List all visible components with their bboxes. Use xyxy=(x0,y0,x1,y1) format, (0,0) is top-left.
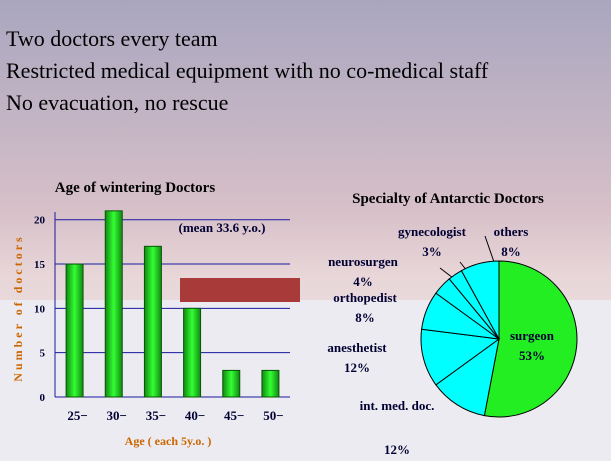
bar xyxy=(144,246,161,397)
value-label: 12% xyxy=(344,360,370,375)
x-tick-label: 25− xyxy=(67,408,87,423)
building xyxy=(180,278,300,302)
slide-line: Restricted medical equipment with no co-… xyxy=(6,58,489,83)
slice-label: gynecologist xyxy=(398,224,467,239)
x-tick-label: 35− xyxy=(146,408,166,423)
value-label: 53% xyxy=(519,348,545,363)
x-axis-label: Age ( each 5y.o. ) xyxy=(125,434,212,448)
slice-label: others xyxy=(494,224,529,239)
bar xyxy=(223,370,240,397)
slide-line: Two doctors every team xyxy=(6,26,218,51)
chart-title: Age of wintering Doctors xyxy=(55,180,216,196)
slide-line: No evacuation, no rescue xyxy=(6,90,228,115)
slide: Two doctors every team Restricted medica… xyxy=(0,0,611,461)
slice-label: orthopedist xyxy=(333,290,397,305)
x-tick-label: 45− xyxy=(224,408,244,423)
value-label: 3% xyxy=(422,244,442,259)
slice-label: anesthetist xyxy=(327,340,387,355)
y-tick-label: 20 xyxy=(34,215,46,227)
y-axis-label: Number of doctors xyxy=(11,234,25,381)
slice-label: neurosurgen xyxy=(328,254,399,269)
bar xyxy=(184,308,201,397)
value-label: 12% xyxy=(384,442,410,457)
value-label: 4% xyxy=(353,274,373,289)
value-label: 8% xyxy=(355,310,375,325)
y-tick-label: 15 xyxy=(34,259,46,271)
bar xyxy=(66,264,83,397)
annotation: (mean 33.6 y.o.) xyxy=(178,220,265,235)
slice-label: int. med. doc. xyxy=(360,398,435,413)
value-label: 8% xyxy=(501,244,521,259)
x-tick-label: 30− xyxy=(107,408,127,423)
x-tick-label: 50− xyxy=(263,408,283,423)
slice-label: surgeon xyxy=(510,328,555,343)
x-tick-label: 40− xyxy=(185,408,205,423)
y-tick-label: 10 xyxy=(34,303,46,315)
y-tick-label: 5 xyxy=(40,348,46,360)
bar xyxy=(105,211,122,397)
bar xyxy=(262,370,279,397)
y-tick-label: 0 xyxy=(40,392,46,404)
chart-title: Specialty of Antarctic Doctors xyxy=(352,191,544,207)
